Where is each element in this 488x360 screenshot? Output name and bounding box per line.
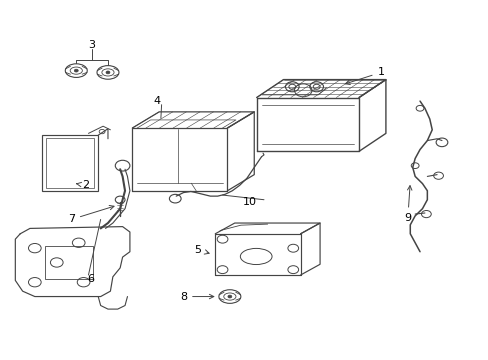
Text: 5: 5	[194, 245, 209, 255]
Text: 1: 1	[345, 67, 384, 85]
Text: 7: 7	[68, 206, 114, 224]
Bar	[42, 135, 98, 191]
Circle shape	[227, 295, 231, 298]
Text: 8: 8	[180, 292, 213, 302]
Text: 3: 3	[88, 40, 96, 50]
Text: 10: 10	[242, 197, 256, 207]
Bar	[46, 138, 94, 188]
Text: 2: 2	[77, 180, 89, 190]
Circle shape	[106, 71, 110, 74]
Text: 9: 9	[404, 186, 411, 222]
Text: 6: 6	[87, 274, 94, 284]
Circle shape	[74, 69, 78, 72]
Text: 4: 4	[153, 96, 160, 106]
Bar	[44, 246, 93, 279]
